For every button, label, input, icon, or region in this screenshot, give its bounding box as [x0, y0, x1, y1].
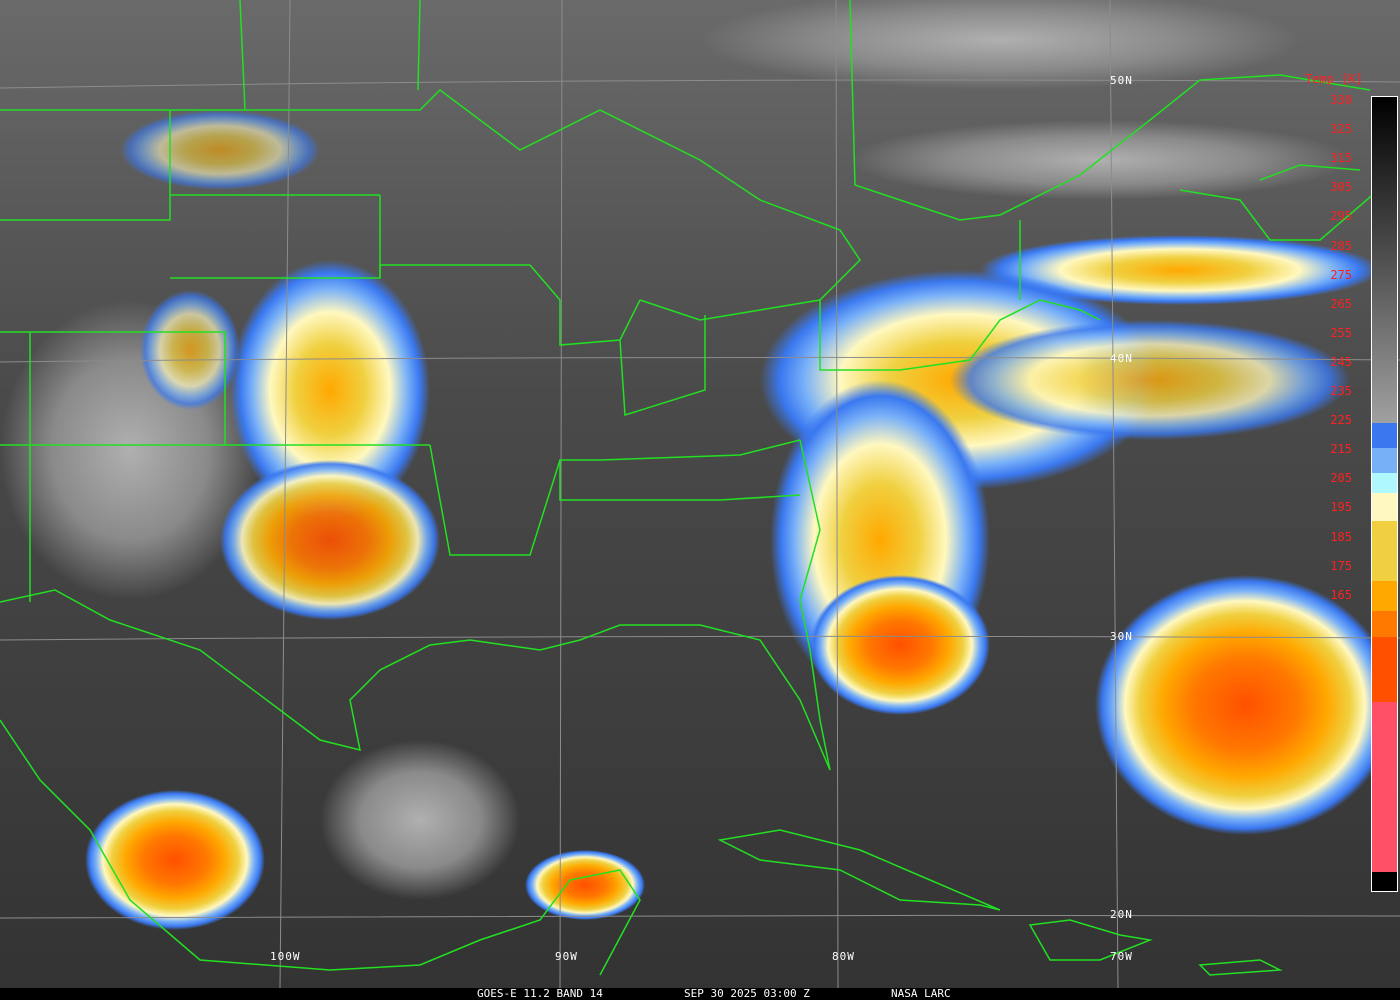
lon-label-80w: 80W [832, 950, 855, 963]
lat-label-50n: 50N [1110, 74, 1133, 87]
colorbar-segment [1372, 97, 1397, 423]
scale-title: Temp [K] [1305, 72, 1363, 86]
scale-tick-185: 185 [1330, 529, 1352, 544]
lon-label-90w: 90W [555, 950, 578, 963]
colorbar-segment [1372, 702, 1397, 872]
colorbar-segment [1372, 637, 1397, 702]
lon-label-100w: 100W [270, 950, 301, 963]
colorbar-segment [1372, 872, 1397, 891]
political-borders [0, 0, 1391, 976]
credit: NASA LARC [891, 987, 951, 1000]
colorbar-segment [1372, 581, 1397, 611]
lat-label-20n: 20N [1110, 908, 1133, 921]
lon-label-70w: 70W [1110, 950, 1133, 963]
scale-tick-295: 295 [1330, 209, 1352, 224]
scale-tick-205: 205 [1330, 471, 1352, 486]
scale-tick-225: 225 [1330, 413, 1352, 428]
scale-tick-255: 255 [1330, 325, 1352, 340]
scale-tick-175: 175 [1330, 558, 1352, 573]
scale-tick-305: 305 [1330, 180, 1352, 195]
scale-tick-245: 245 [1330, 354, 1352, 369]
cloud-systems [85, 110, 1395, 930]
thin-clouds [0, 0, 1350, 900]
scale-tick-315: 315 [1330, 151, 1352, 166]
lat-label-30n: 30N [1110, 630, 1133, 643]
colorbar-segment [1372, 423, 1397, 448]
colorbar-segment [1372, 448, 1397, 473]
scale-tick-215: 215 [1330, 442, 1352, 457]
colorbar-segment [1372, 493, 1397, 521]
scale-tick-325: 325 [1330, 122, 1352, 137]
colorbar-segment [1372, 473, 1397, 493]
colorbar-segment [1372, 521, 1397, 581]
lat-label-40n: 40N [1110, 352, 1133, 365]
scale-tick-165: 165 [1330, 587, 1352, 602]
scale-tick-265: 265 [1330, 296, 1352, 311]
scale-tick-275: 275 [1330, 267, 1352, 282]
scale-tick-235: 235 [1330, 384, 1352, 398]
temperature-colorbar [1371, 96, 1398, 892]
timestamp: SEP 30 2025 03:00 Z [684, 987, 810, 1000]
scale-tick-195: 195 [1330, 500, 1352, 515]
caption-bar: GOES-E 11.2 BAND 14 SEP 30 2025 03:00 Z … [0, 988, 1400, 1000]
colorbar-segment [1372, 611, 1397, 637]
satellite-band: GOES-E 11.2 BAND 14 [477, 987, 603, 1000]
scale-tick-330: 330 [1330, 93, 1352, 107]
scale-tick-285: 285 [1330, 238, 1352, 253]
